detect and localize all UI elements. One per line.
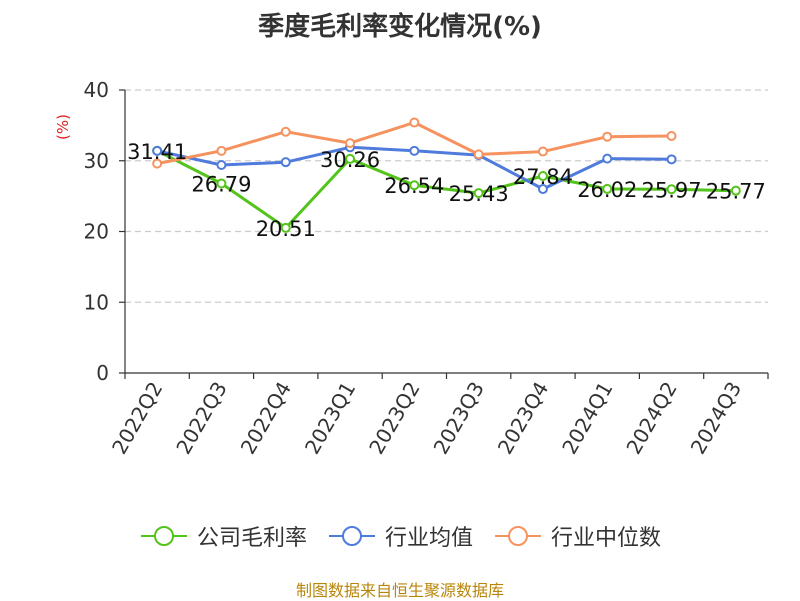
data-point: [152, 158, 163, 169]
data-point: [216, 145, 227, 156]
data-point: [730, 185, 741, 196]
series-line: [156, 149, 736, 230]
x-tick-label: 2023Q3: [429, 378, 489, 459]
x-tick-label: 2024Q1: [557, 378, 617, 459]
data-label: 26.02: [577, 178, 637, 202]
data-label: 25.77: [706, 180, 766, 204]
x-tick-label: 2024Q2: [621, 378, 681, 459]
data-point: [602, 153, 613, 164]
legend: 公司毛利率 行业均值 行业中位数: [0, 520, 800, 552]
data-point: [473, 149, 484, 160]
x-tick-label: 2022Q3: [171, 378, 231, 459]
data-point: [280, 157, 291, 168]
y-tick-label: 40: [84, 78, 109, 102]
data-point: [409, 117, 420, 128]
data-point: [602, 183, 613, 194]
data-point: [409, 180, 420, 191]
data-label: 27.84: [513, 165, 573, 189]
data-point: [345, 153, 356, 164]
data-point: [216, 159, 227, 170]
data-label: 25.43: [449, 182, 509, 206]
legend-item: 行业均值: [327, 520, 473, 552]
data-point: [152, 145, 163, 156]
x-tick-label: 2023Q1: [300, 378, 360, 459]
legend-label: 公司毛利率: [196, 526, 307, 551]
legend-swatch: [140, 526, 187, 546]
data-point: [280, 222, 291, 233]
x-tick-label: 2022Q4: [236, 378, 296, 459]
legend-label: 行业均值: [384, 526, 473, 551]
legend-label: 行业中位数: [551, 526, 662, 551]
x-tick-label: 2022Q2: [107, 378, 167, 459]
data-point: [537, 184, 548, 195]
series-line: [156, 121, 672, 166]
legend-swatch: [495, 526, 541, 546]
data-point: [473, 188, 484, 199]
x-tick-label: 2024Q3: [686, 378, 746, 459]
legend-swatch-marker: [153, 526, 174, 546]
data-point: [602, 131, 613, 142]
legend-item: 公司毛利率: [139, 520, 307, 552]
data-label: 26.54: [384, 174, 444, 198]
data-label: 31.41: [127, 140, 187, 164]
y-tick-label: 10: [84, 290, 109, 314]
y-tick-label: 30: [84, 149, 109, 173]
data-point: [280, 126, 291, 137]
y-tick-label: 0: [96, 361, 109, 385]
x-tick-label: 2023Q2: [364, 378, 424, 459]
data-point: [666, 130, 677, 141]
data-point: [409, 145, 420, 156]
data-point: [666, 184, 677, 195]
data-label: 25.97: [641, 178, 701, 202]
legend-item: 行业中位数: [493, 520, 661, 552]
legend-swatch: [328, 526, 375, 546]
series-layer: [152, 117, 741, 233]
chart-title: 季度毛利率变化情况(%): [258, 12, 542, 42]
data-point: [345, 138, 356, 149]
x-tick-label: 2023Q4: [493, 378, 553, 459]
data-point: [537, 171, 548, 182]
y-tick-label: 20: [84, 220, 109, 244]
legend-swatch-marker: [341, 526, 362, 546]
data-point: [666, 154, 677, 165]
grid-layer: [125, 89, 768, 303]
data-point: [537, 146, 548, 157]
y-axis-label: (%): [54, 114, 72, 140]
data-point: [216, 178, 227, 189]
data-label: 30.26: [320, 148, 380, 172]
data-label: 20.51: [256, 217, 316, 241]
data-label: 26.79: [191, 172, 251, 196]
legend-swatch-marker: [508, 526, 528, 546]
source-note: 制图数据来自恒生聚源数据库: [295, 581, 504, 600]
